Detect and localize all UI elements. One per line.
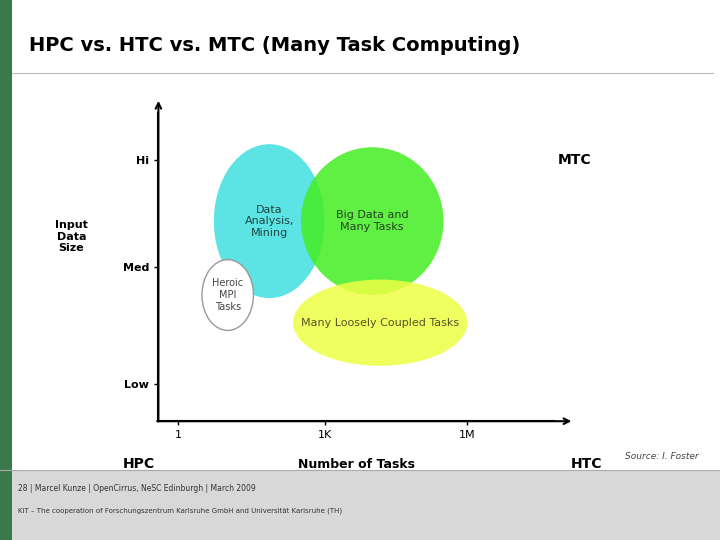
Text: Source: I. Foster: Source: I. Foster: [625, 452, 698, 461]
Bar: [0, 0, 12, 540]
Text: HPC vs. HTC vs. MTC (Many Task Computing): HPC vs. HTC vs. MTC (Many Task Computing…: [29, 36, 520, 56]
Ellipse shape: [301, 147, 444, 295]
Text: HTC: HTC: [570, 457, 602, 471]
Bar: [0, 470, 720, 540]
Text: HPC: HPC: [122, 457, 155, 471]
Text: MTC: MTC: [557, 153, 591, 166]
Text: Big Data and
Many Tasks: Big Data and Many Tasks: [336, 211, 408, 232]
Text: Many Loosely Coupled Tasks: Many Loosely Coupled Tasks: [301, 318, 459, 328]
Text: Number of Tasks: Number of Tasks: [298, 458, 415, 471]
Text: Input
Data
Size: Input Data Size: [55, 220, 88, 253]
Ellipse shape: [214, 144, 325, 298]
Text: Data
Analysis,
Mining: Data Analysis, Mining: [245, 205, 294, 238]
FancyBboxPatch shape: [0, 0, 720, 475]
Ellipse shape: [202, 260, 253, 330]
Text: KIT – The cooperation of Forschungszentrum Karlsruhe GmbH and Universität Karlsr: KIT – The cooperation of Forschungszentr…: [18, 507, 342, 514]
Text: 28 | Marcel Kunze | OpenCirrus, NeSC Edinburgh | March 2009: 28 | Marcel Kunze | OpenCirrus, NeSC Edi…: [18, 484, 256, 493]
Ellipse shape: [293, 280, 467, 366]
Text: Heroic
MPI
Tasks: Heroic MPI Tasks: [212, 279, 243, 312]
